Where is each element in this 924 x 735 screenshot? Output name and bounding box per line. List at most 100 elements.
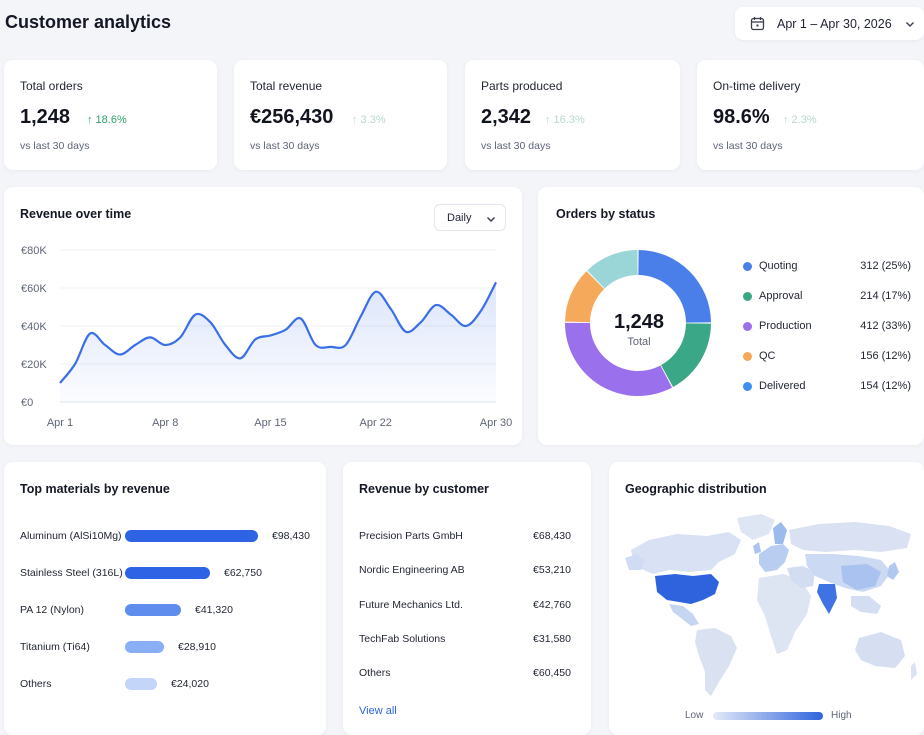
map-region-india [817, 584, 837, 614]
donut-slice-production [565, 322, 673, 396]
kpi-subtext: vs last 30 days [250, 140, 320, 152]
material-value: €98,430 [272, 530, 310, 542]
material-label: Stainless Steel (316L) [20, 567, 123, 579]
donut-total-label: Total [627, 336, 651, 348]
geographic-distribution-card: Geographic distribution Low High [609, 462, 924, 735]
customer-row: Future Mechanics Ltd. €42,760 [359, 597, 571, 613]
customer-row: Others €60,450 [359, 665, 571, 681]
map-region-greenland [737, 514, 775, 540]
customer-name: Future Mechanics Ltd. [359, 599, 463, 611]
map-region-middle-east [787, 566, 815, 588]
customer-name: TechFab Solutions [359, 633, 446, 645]
card-title: Orders by status [556, 207, 656, 221]
map-region-australia [855, 632, 905, 668]
map-region-southeast-asia [851, 596, 881, 614]
legend-low-label: Low [685, 710, 704, 721]
kpi-subtext: vs last 30 days [20, 140, 90, 152]
kpi-delta: ↑ 16.3% [545, 114, 585, 126]
map-region-europe [759, 544, 789, 572]
date-range-picker[interactable]: Apr 1 – Apr 30, 2026 [735, 7, 924, 40]
x-tick-label: Apr 1 [47, 417, 73, 429]
map-region-canada [631, 532, 741, 574]
legend-dot [743, 262, 752, 271]
view-all-link[interactable]: View all [359, 705, 397, 717]
map-region-alaska [625, 554, 645, 570]
date-range-label: Apr 1 – Apr 30, 2026 [777, 16, 892, 31]
legend-item-quoting: Quoting 312 (25%) [743, 259, 911, 275]
revenue-line [59, 281, 497, 384]
legend-item-delivered: Delivered 154 (12%) [743, 379, 911, 395]
donut-slice-approval [661, 323, 711, 388]
material-label: PA 12 (Nylon) [20, 604, 84, 616]
x-tick-label: Apr 30 [480, 417, 512, 429]
map-region-china [841, 564, 881, 590]
customer-revenue: €53,210 [533, 564, 571, 576]
kpi-label: Parts produced [481, 79, 563, 93]
legend-gradient [713, 712, 823, 720]
legend-item-approval: Approval 214 (17%) [743, 289, 911, 305]
donut-slice-delivered [587, 250, 638, 289]
kpi-card-total-orders: Total orders 1,248 ↑ 18.6% vs last 30 da… [4, 60, 217, 170]
map-region-uk [753, 542, 761, 554]
calendar-icon [750, 17, 765, 31]
customer-name: Others [359, 667, 391, 679]
kpi-card-total-revenue: Total revenue €256,430 ↑ 3.3% vs last 30… [234, 60, 447, 170]
material-label: Aluminum (AlSi10Mg) [20, 530, 122, 542]
material-bar [125, 567, 210, 579]
top-materials-card: Top materials by revenue Aluminum (AlSi1… [4, 462, 326, 735]
orders-by-status-card: Orders by status 1,248 Total Quoting 312 … [538, 187, 924, 445]
legend-label: Production [759, 320, 812, 332]
y-tick-label: €0 [21, 397, 33, 409]
customer-revenue: €60,450 [533, 667, 571, 679]
material-bar [125, 641, 164, 653]
legend-label: Approval [759, 290, 803, 302]
legend-value: 154 (12%) [860, 380, 911, 392]
x-tick-label: Apr 8 [152, 417, 178, 429]
kpi-value: 1,248 [20, 106, 71, 128]
legend-value: 214 (17%) [860, 290, 911, 302]
legend-high-label: High [831, 710, 852, 721]
legend-dot [743, 292, 752, 301]
material-value: €41,320 [195, 604, 233, 616]
card-title: Revenue by customer [359, 482, 489, 496]
page-title: Customer analytics [5, 12, 172, 32]
kpi-label: Total orders [20, 79, 83, 93]
customer-name: Nordic Engineering AB [359, 564, 465, 576]
legend-dot [743, 322, 752, 331]
revenue-over-time-card: Revenue over time Daily €0 €20K €40K €60K €8… [4, 187, 522, 445]
y-tick-label: €80K [21, 245, 47, 257]
legend-dot [743, 352, 752, 361]
map-region-russia [789, 522, 911, 552]
map-region-africa [757, 574, 811, 654]
legend-label: Quoting [759, 260, 798, 272]
kpi-value: 98.6% [713, 106, 770, 128]
legend-value: 412 (33%) [860, 320, 911, 332]
material-bar [125, 678, 157, 690]
material-bar [125, 530, 258, 542]
customer-name: Precision Parts GmbH [359, 530, 463, 542]
legend-value: 312 (25%) [860, 260, 911, 272]
granularity-label: Daily [447, 211, 472, 224]
material-label: Others [20, 678, 52, 690]
world-map [625, 514, 917, 696]
y-tick-label: €60K [21, 283, 47, 295]
legend-dot [743, 382, 752, 391]
granularity-dropdown[interactable]: Daily [434, 204, 506, 231]
map-region-usa [655, 574, 719, 604]
legend-value: 156 (12%) [860, 350, 911, 362]
kpi-delta: ↑ 18.6% [87, 114, 127, 126]
donut-total-value: 1,248 [613, 311, 665, 333]
legend-label: Delivered [759, 380, 806, 392]
kpi-delta: ↑ 3.3% [352, 114, 386, 126]
kpi-card-on-time-delivery: On-time delivery 98.6% ↑ 2.3% vs last 30… [697, 60, 924, 170]
orders-status-donut [565, 250, 711, 396]
customer-revenue: €68,430 [533, 530, 571, 542]
map-region-new-zealand [911, 662, 917, 680]
material-bar [125, 604, 181, 616]
donut-center: 1,248 Total [567, 311, 711, 348]
x-tick-label: Apr 15 [254, 417, 286, 429]
customer-row: Nordic Engineering AB €53,210 [359, 562, 571, 578]
y-tick-label: €40K [21, 321, 47, 333]
customer-revenue: €31,580 [533, 633, 571, 645]
donut-slice-quoting [638, 250, 711, 323]
